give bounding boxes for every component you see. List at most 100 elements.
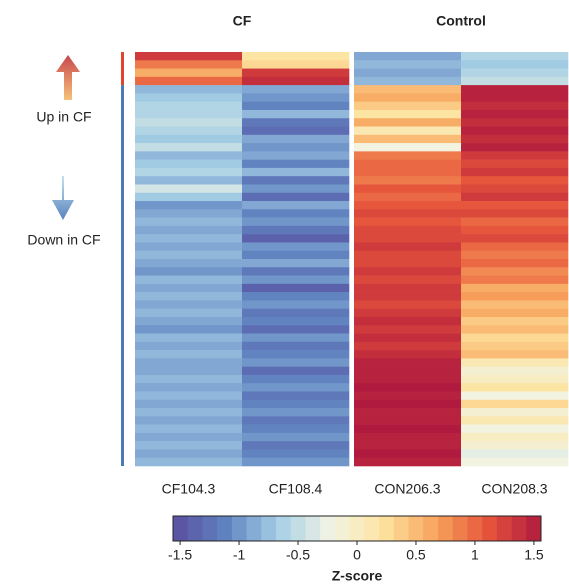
colorbar-step <box>496 516 512 541</box>
heatmap-cell <box>242 225 350 235</box>
heatmap-cell <box>461 101 569 111</box>
heatmap-cell <box>354 151 462 160</box>
heatmap-cell <box>135 118 243 127</box>
heatmap-cell <box>461 300 569 309</box>
heatmap-cell <box>242 300 350 309</box>
heatmap-cell <box>354 201 462 210</box>
heatmap-cell <box>242 424 350 434</box>
heatmap-cell <box>242 159 350 169</box>
heatmap-cell <box>461 308 569 318</box>
colorbar-step <box>187 516 203 541</box>
heatmap-cell <box>354 300 462 309</box>
heatmap-cell <box>242 250 350 260</box>
heatmap-cell <box>242 283 350 293</box>
heatmap-cell <box>461 201 569 210</box>
heatmap-cell <box>242 333 350 343</box>
heatmap-cell <box>461 383 569 392</box>
heatmap-cell <box>354 283 462 293</box>
heatmap-cell <box>354 184 462 194</box>
heatmap-cell <box>354 85 462 94</box>
colorbar-step <box>364 516 380 541</box>
heatmap-cell <box>242 234 350 243</box>
heatmap-cell <box>242 217 350 227</box>
heatmap-cell <box>354 134 462 144</box>
heatmap-cell <box>135 201 243 210</box>
heatmap-cell <box>461 143 569 152</box>
heatmap-cell <box>461 151 569 160</box>
heatmap-cell <box>461 250 569 260</box>
colorbar-step <box>437 516 453 541</box>
heatmap-cell <box>461 93 569 102</box>
heatmap-cell <box>354 399 462 409</box>
heatmap-cell <box>461 341 569 351</box>
heatmap-cell <box>461 449 569 459</box>
heatmap-cell <box>461 242 569 252</box>
heatmap-cell <box>354 101 462 111</box>
row-group-bar <box>121 52 124 86</box>
heatmap-cell <box>135 366 243 376</box>
heatmap-cell <box>461 267 569 276</box>
heatmap-cell <box>461 109 569 119</box>
up-arrow <box>56 55 80 100</box>
colorbar-label: Z-score <box>332 568 383 584</box>
heatmap-cell <box>135 85 243 94</box>
colorbar-step <box>246 516 262 541</box>
heatmap-cell <box>135 176 243 185</box>
heatmap-cell <box>461 374 569 384</box>
heatmap-cell <box>461 176 569 185</box>
heatmap-cell <box>135 341 243 351</box>
heatmap-cell <box>242 167 350 177</box>
heatmap-cell <box>354 350 462 359</box>
heatmap-cell <box>354 424 462 434</box>
heatmap-cell <box>135 101 243 111</box>
heatmap-cell <box>354 159 462 169</box>
heatmap-cell <box>461 333 569 343</box>
heatmap-cell <box>135 424 243 434</box>
heatmap-cell <box>242 341 350 351</box>
row-group-label: Down in CF <box>27 232 100 248</box>
heatmap-cell <box>135 399 243 409</box>
heatmap-cell <box>354 143 462 152</box>
heatmap-cell <box>242 126 350 136</box>
heatmap-cell <box>461 159 569 169</box>
colorbar-step <box>423 516 439 541</box>
heatmap-cell <box>242 176 350 185</box>
column-label: CF104.3 <box>162 481 216 497</box>
heatmap-cell <box>354 109 462 119</box>
group-label: Control <box>436 13 486 29</box>
heatmap-cell <box>242 383 350 392</box>
heatmap-cell <box>461 60 569 69</box>
heatmap-cell <box>354 275 462 285</box>
heatmap-cell <box>354 308 462 318</box>
heatmap-cell <box>242 399 350 409</box>
heatmap-cell <box>135 209 243 218</box>
heatmap-cell <box>461 167 569 177</box>
heatmap-cell <box>354 192 462 202</box>
heatmap-cell <box>242 209 350 218</box>
heatmap-cell <box>242 441 350 450</box>
heatmap-cell <box>461 118 569 127</box>
heatmap-cell <box>242 267 350 276</box>
heatmap-cell <box>135 358 243 367</box>
heatmap-cell <box>461 209 569 218</box>
colorbar-step <box>261 516 277 541</box>
row-group-bar <box>121 85 124 467</box>
heatmap-cell <box>461 350 569 359</box>
colorbar-step <box>452 516 468 541</box>
heatmap-cell <box>242 358 350 367</box>
colorbar-step <box>467 516 483 541</box>
colorbar-step <box>349 516 365 541</box>
heatmap-cell <box>354 60 462 69</box>
heatmap-cell <box>242 68 350 78</box>
heatmap-cell <box>354 325 462 334</box>
heatmap-cell <box>242 134 350 144</box>
heatmap-cell <box>242 374 350 384</box>
heatmap-cell <box>354 76 462 86</box>
heatmap-cell <box>242 118 350 127</box>
heatmap-cell <box>354 209 462 218</box>
colorbar-step <box>305 516 321 541</box>
colorbar-step <box>202 516 218 541</box>
heatmap-cell <box>135 316 243 326</box>
heatmap-cell <box>354 333 462 343</box>
heatmap-cell <box>135 225 243 235</box>
